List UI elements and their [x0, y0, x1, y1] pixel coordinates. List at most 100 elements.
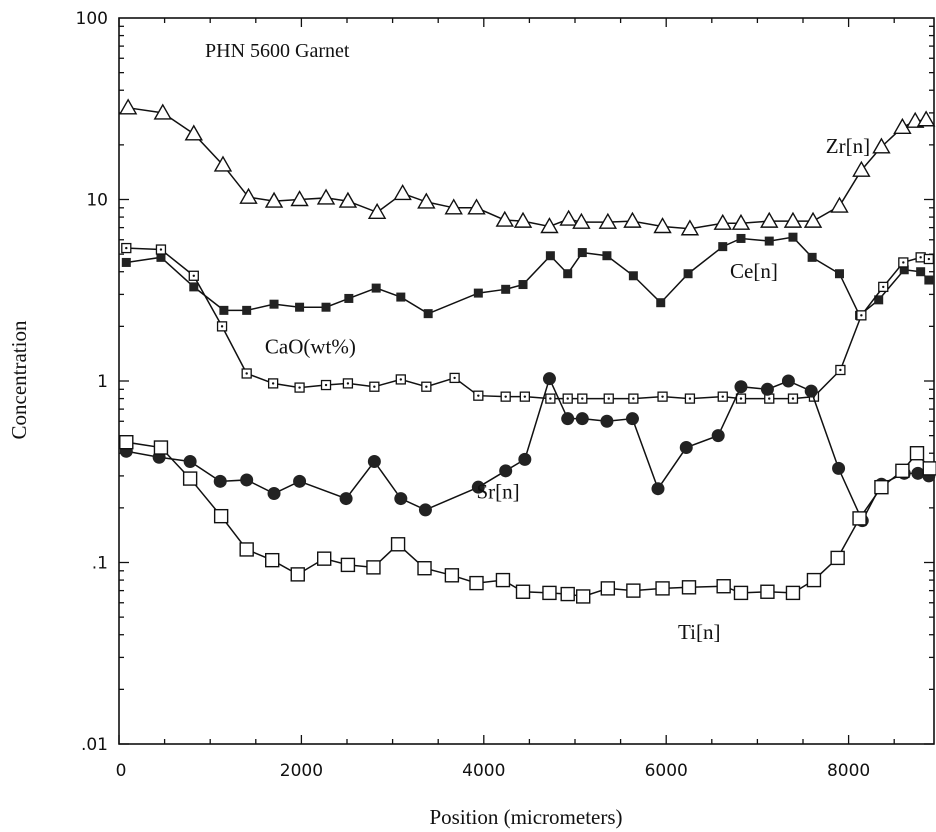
data-point-dot [839, 368, 842, 372]
data-point-ce-n [371, 283, 381, 293]
data-point-zr-n [852, 160, 871, 177]
data-point-ce-n [121, 257, 131, 267]
data-point-ce-n [501, 284, 511, 294]
data-point-sr-n [240, 473, 254, 487]
data-point-sr-n [183, 455, 197, 469]
data-point-dot [549, 397, 552, 400]
data-point-ce-n [788, 232, 798, 242]
data-point-zr-n [623, 211, 642, 228]
y-tick-label: 100 [76, 9, 108, 29]
data-point-ce-n [718, 242, 728, 252]
series-label: CaO(wt%) [265, 334, 356, 358]
data-point-dot [399, 378, 403, 381]
data-point-ti-n [515, 584, 531, 599]
data-point-ce-n [156, 252, 166, 262]
data-point-dot [192, 274, 195, 277]
data-point-ti-n [290, 567, 305, 582]
data-point-dot [324, 383, 328, 387]
data-point-sr-n [367, 455, 381, 469]
data-point-dot [581, 397, 584, 400]
data-point-ti-n [340, 557, 356, 573]
data-point-ce-n [396, 292, 406, 302]
y-tick-label: 1 [97, 372, 108, 392]
data-point-ti-n [560, 586, 575, 602]
data-point-ti-n [600, 581, 616, 596]
data-point-ti-n [681, 580, 697, 595]
data-point-dot [425, 385, 428, 388]
data-point-ce-n [269, 299, 279, 309]
data-point-sr-n [781, 374, 795, 388]
y-tick-labels: .01 .1 1 10 100 [76, 9, 108, 755]
data-point-ce-n [628, 271, 638, 281]
series-label: Sr[n] [477, 480, 520, 504]
data-point-ti-n [213, 508, 229, 524]
data-point-dot [298, 386, 301, 389]
data-point-zr-n [316, 188, 336, 205]
y-tick-label: .1 [92, 554, 108, 574]
data-point-dot [919, 256, 922, 259]
data-point-zr-n [803, 211, 823, 228]
data-point-sr-n [471, 480, 485, 494]
data-point-zr-n [118, 98, 138, 115]
data-point-sr-n [418, 503, 432, 517]
series-label: Ti[n] [678, 620, 720, 644]
data-point-ti-n [806, 572, 822, 588]
data-point-zr-n [338, 191, 358, 208]
data-point-sr-n [575, 412, 589, 426]
series-ti-n [119, 435, 936, 604]
data-point-zr-n [540, 217, 559, 234]
data-point-ce-n [916, 267, 926, 277]
y-tick-label: .01 [81, 735, 108, 755]
data-point-dot [607, 397, 610, 400]
data-point-ti-n [830, 550, 845, 566]
data-point-zr-n [783, 211, 803, 228]
data-point-sr-n [804, 384, 818, 398]
data-point-dot [768, 397, 771, 400]
data-point-ti-n [182, 471, 198, 486]
data-point-ce-n [518, 280, 528, 290]
series-annotations: Zr[n] Ce[n] CaO(wt%) Sr[n] Ti[n] [265, 134, 870, 644]
data-point-ce-n [834, 269, 844, 279]
data-point-dot [791, 397, 795, 400]
data-point-sr-n [394, 492, 408, 506]
axis-ticks [118, 18, 934, 745]
data-point-ce-n [242, 305, 252, 315]
series-line-ce-n [126, 236, 930, 317]
data-point-ti-n [760, 584, 775, 599]
data-point-dot [477, 394, 480, 397]
data-point-dot [688, 397, 692, 400]
data-point-zr-n [213, 155, 233, 172]
series-line-zr-n [128, 107, 927, 230]
data-point-zr-n [393, 184, 412, 201]
data-point-ce-n [563, 269, 573, 279]
series-zr-n [118, 98, 936, 236]
data-point-ce-n [683, 269, 693, 279]
data-point-ti-n [576, 589, 591, 604]
data-point-sr-n [625, 412, 639, 426]
data-point-dot [860, 314, 863, 317]
data-point-ti-n [417, 561, 432, 576]
data-point-zr-n [653, 217, 672, 234]
data-point-ce-n [874, 295, 884, 305]
data-point-ce-n [577, 248, 587, 258]
data-point-ce-n [736, 233, 746, 243]
data-point-dot [159, 248, 163, 251]
x-tick-label: 2000 [280, 761, 323, 781]
x-tick-label: 8000 [827, 761, 870, 781]
data-point-ti-n [317, 551, 332, 566]
data-point-zr-n [598, 212, 618, 229]
data-point-dot [125, 246, 128, 250]
data-point-ce-n [924, 275, 934, 285]
series-cao-wt [121, 242, 935, 404]
data-point-dot [927, 257, 931, 261]
plot-frame [118, 17, 935, 745]
data-point-sr-n [561, 412, 575, 426]
data-point-dot [523, 395, 527, 398]
data-point-sr-n [651, 482, 665, 496]
data-point-zr-n [713, 213, 732, 230]
data-point-dot [271, 382, 275, 385]
data-point-dot [721, 395, 724, 398]
x-tick-labels: 0 2000 4000 6000 8000 [116, 761, 871, 781]
data-point-ce-n [423, 309, 433, 319]
